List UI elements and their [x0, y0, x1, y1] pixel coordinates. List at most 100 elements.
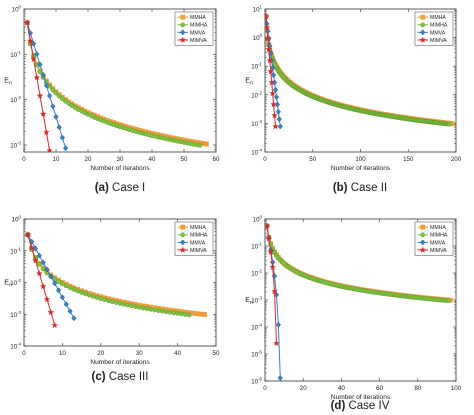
y-tick-label: 10-6 [251, 377, 262, 386]
data-point-mimva [43, 128, 50, 136]
x-tick-label: 10 [53, 156, 60, 163]
data-point-mmva [270, 72, 277, 79]
data-point-mmva [40, 259, 46, 266]
data-point-mimva [30, 55, 37, 62]
legend-label: MIMHA [430, 233, 448, 239]
data-point-mimha [136, 304, 142, 310]
data-point-mmva [46, 92, 53, 99]
data-point-mimha [60, 96, 65, 102]
data-point-mimva [24, 19, 31, 26]
data-point-mimva [269, 263, 276, 270]
data-point-mmva [63, 301, 69, 308]
data-point-mimha [446, 298, 451, 304]
x-axis-label: Number of iterations [90, 165, 150, 172]
legend-marker [419, 246, 426, 253]
data-point-mmva [53, 113, 59, 120]
panel-caption: (a) Case I [95, 182, 146, 194]
y-axis-label: En [245, 297, 253, 306]
data-point-mmva [32, 245, 39, 252]
x-tick-label: 80 [414, 385, 421, 392]
data-point-mimva [36, 92, 44, 99]
data-point-mimha [71, 287, 77, 292]
series-line-mimva [27, 234, 56, 326]
legend-label: MMHA [190, 225, 206, 231]
data-point-mimha [90, 294, 96, 299]
data-point-mimha [102, 297, 107, 303]
data-point-mimva [273, 339, 280, 347]
data-point-mimha [186, 312, 192, 318]
data-point-mimha [171, 310, 177, 316]
data-point-mimha [79, 290, 84, 295]
data-point-mmva [44, 266, 50, 273]
x-tick-label: 50 [213, 350, 220, 357]
data-point-mimha [40, 266, 46, 272]
y-tick-label: 10-3 [251, 119, 262, 128]
legend-marker [420, 22, 426, 28]
data-point-mimha [148, 306, 154, 312]
chart-panel-3: 100 10-1 10-2 10-3 10-40 10 20 30 40 50 Number of … [4, 215, 220, 384]
data-layer [24, 231, 207, 329]
panel-caption: (b) Case II [333, 182, 387, 194]
legend-marker [420, 232, 426, 238]
legend-label: MMVA [430, 30, 446, 36]
data-point-mimha [152, 307, 157, 313]
y-axis-label: En [245, 78, 253, 87]
data-point-mimha [117, 301, 123, 306]
data-point-mimha [83, 291, 88, 297]
legend-label: MMVA [190, 30, 206, 36]
data-point-mimva [265, 222, 271, 229]
y-tick-label: 10-5 [251, 350, 262, 359]
y-tick-label: 10-3 [251, 296, 262, 305]
data-point-mmva [43, 82, 50, 89]
x-tick-label: 50 [309, 156, 316, 163]
x-tick-label: 50 [181, 156, 188, 163]
data-point-mimva [265, 35, 272, 42]
y-tick-label: 10-2 [251, 90, 262, 99]
x-tick-label: 20 [300, 385, 307, 392]
x-tick-label: 100 [451, 385, 462, 392]
legend-marker [180, 29, 186, 36]
data-point-mimva [36, 270, 43, 277]
legend-label: MIMHA [190, 23, 208, 29]
legend-label: MMHA [190, 15, 206, 21]
y-tick-label: 10-3 [10, 140, 21, 149]
data-point-mimva [32, 257, 39, 264]
legend-label: MIMVA [190, 248, 207, 254]
legend-marker [419, 36, 426, 43]
data-point-mimha [446, 121, 452, 127]
legend-marker [180, 14, 186, 20]
series-mmva [25, 231, 77, 322]
data-point-mimva [267, 68, 274, 75]
y-tick-label: 100 [253, 33, 263, 42]
y-tick-label: 10-2 [251, 269, 262, 278]
y-tick-label: 10-2 [10, 95, 21, 104]
data-point-mimva [270, 101, 277, 108]
y-tick-label: 100 [12, 215, 22, 224]
data-point-mimha [60, 281, 65, 287]
data-point-mimva [265, 13, 270, 20]
y-tick-label: 100 [253, 215, 263, 224]
data-point-mimva [271, 288, 278, 295]
data-point-mimva [28, 244, 35, 251]
data-point-mimva [271, 112, 278, 119]
x-tick-label: 0 [263, 156, 267, 163]
series-mimha [265, 14, 452, 127]
data-point-mimha [175, 311, 180, 316]
data-point-mmva [71, 315, 77, 322]
data-point-mmva [56, 124, 62, 131]
x-tick-label: 20 [85, 156, 92, 163]
legend-label: MIMVA [190, 38, 207, 44]
y-tick-label: 10-3 [10, 310, 21, 319]
chart-panel-1: 100 10-1 10-2 10-30 10 20 30 40 50 60 Number of it… [4, 5, 220, 195]
chart-panel-4: 100 10-1 10-2 10-3 10-4 10-5 10-60 20 40 60 80 100 N… [245, 215, 461, 413]
data-point-mimva [39, 110, 47, 117]
data-layer [24, 19, 209, 152]
data-point-mimha [121, 301, 127, 307]
data-point-mmva [273, 94, 280, 101]
y-tick-label: 10-1 [251, 242, 262, 251]
legend-marker [180, 22, 186, 28]
panel-caption: (c) Case III [92, 371, 149, 383]
series-line-mmva [265, 16, 281, 127]
legend-marker [180, 232, 186, 238]
